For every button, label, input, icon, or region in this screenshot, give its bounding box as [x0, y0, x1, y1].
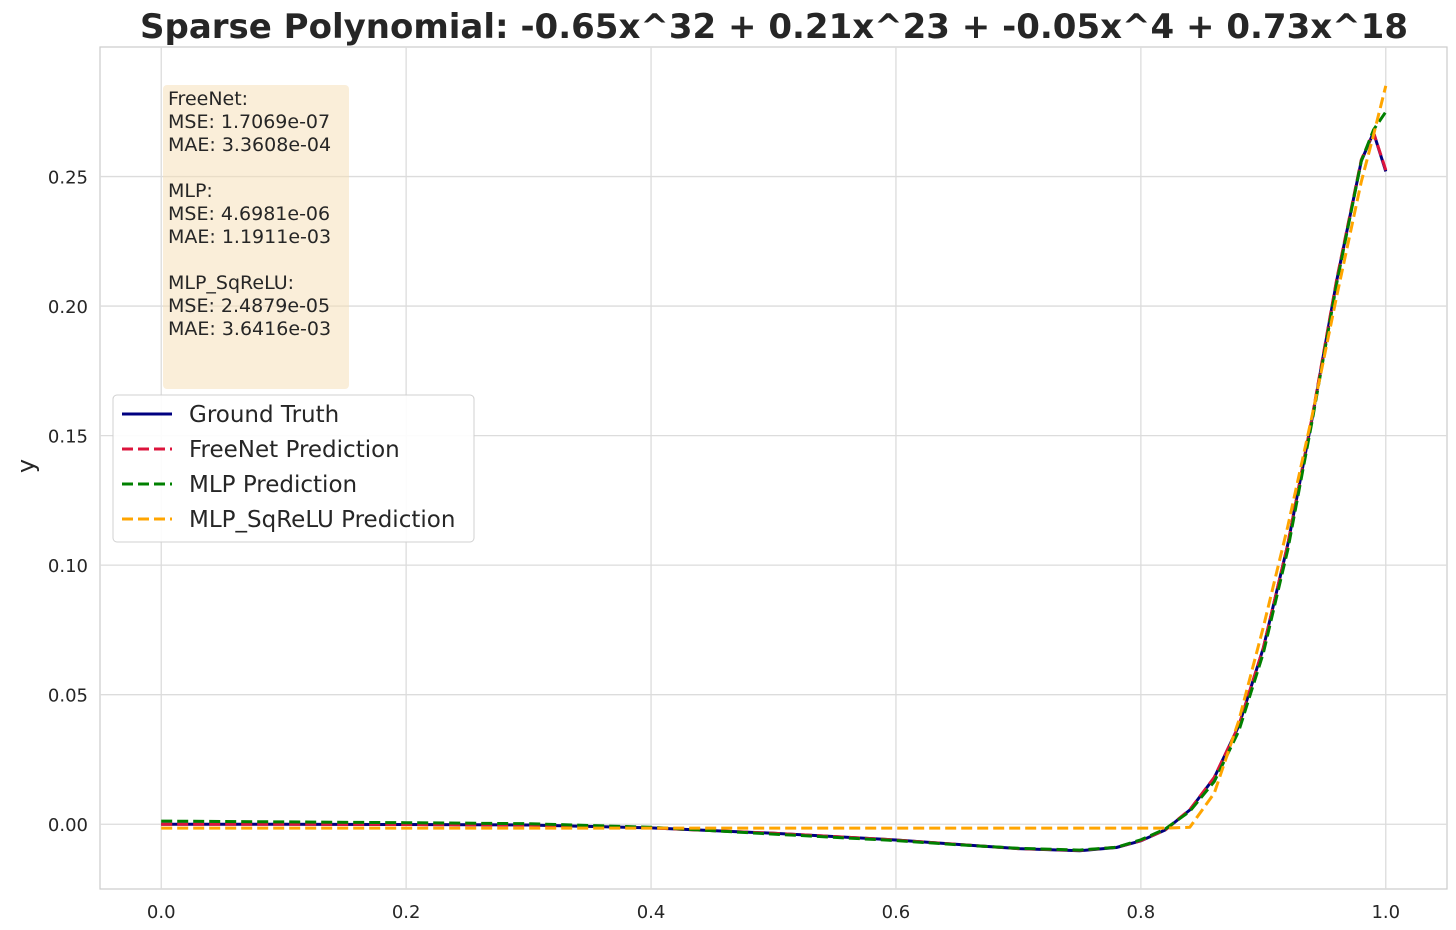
y-tick-label: 0.20: [48, 297, 88, 318]
x-tick-label: 1.0: [1371, 902, 1400, 923]
legend-label: MLP Prediction: [189, 472, 357, 498]
series-line-mlp-sqrelu-prediction: [161, 85, 1388, 830]
y-tick-label: 0.25: [48, 168, 88, 189]
stats-line: MSE: 4.6981e-06: [168, 203, 330, 225]
x-tick-label: 0.8: [1127, 902, 1156, 923]
legend: Ground Truth FreeNet Prediction MLP Predic…: [112, 394, 475, 543]
stats-line: MAE: 3.6416e-03: [168, 318, 331, 340]
y-tick-label: 0.10: [48, 556, 88, 577]
x-tick-label: 0.6: [882, 902, 911, 923]
stats-line: MAE: 1.1911e-03: [168, 226, 331, 248]
x-tick-label: 0.4: [637, 902, 666, 923]
legend-label: Ground Truth: [189, 402, 339, 428]
series-layer: [161, 85, 1388, 853]
stats-line: MAE: 3.3608e-04: [168, 134, 331, 156]
y-axis-label: y: [12, 459, 40, 473]
x-tick-label: 0.2: [392, 902, 421, 923]
y-axis-ticks: 0.00 0.05 0.10 0.15 0.20 0.25: [48, 168, 88, 837]
stats-line: FreeNet:: [168, 88, 248, 110]
legend-label: MLP_SqReLU Prediction: [189, 507, 455, 533]
x-tick-label: 0.0: [147, 902, 176, 923]
y-tick-label: 0.00: [48, 815, 88, 836]
chart-title: Sparse Polynomial: -0.65x^32 + 0.21x^23 …: [140, 7, 1408, 47]
stats-box-background: [163, 85, 349, 389]
x-axis-ticks: 0.0 0.2 0.4 0.6 0.8 1.0: [147, 902, 1400, 923]
stats-line: MSE: 1.7069e-07: [168, 111, 330, 133]
stats-line: MLP:: [168, 180, 213, 202]
legend-frame: [112, 394, 475, 543]
y-tick-label: 0.15: [48, 427, 88, 448]
legend-label: FreeNet Prediction: [189, 437, 400, 463]
stats-line: MLP_SqReLU:: [168, 272, 294, 294]
y-tick-label: 0.05: [48, 686, 88, 707]
series-line-mlp-prediction: [161, 110, 1388, 852]
stats-line: MSE: 2.4879e-05: [168, 295, 330, 317]
